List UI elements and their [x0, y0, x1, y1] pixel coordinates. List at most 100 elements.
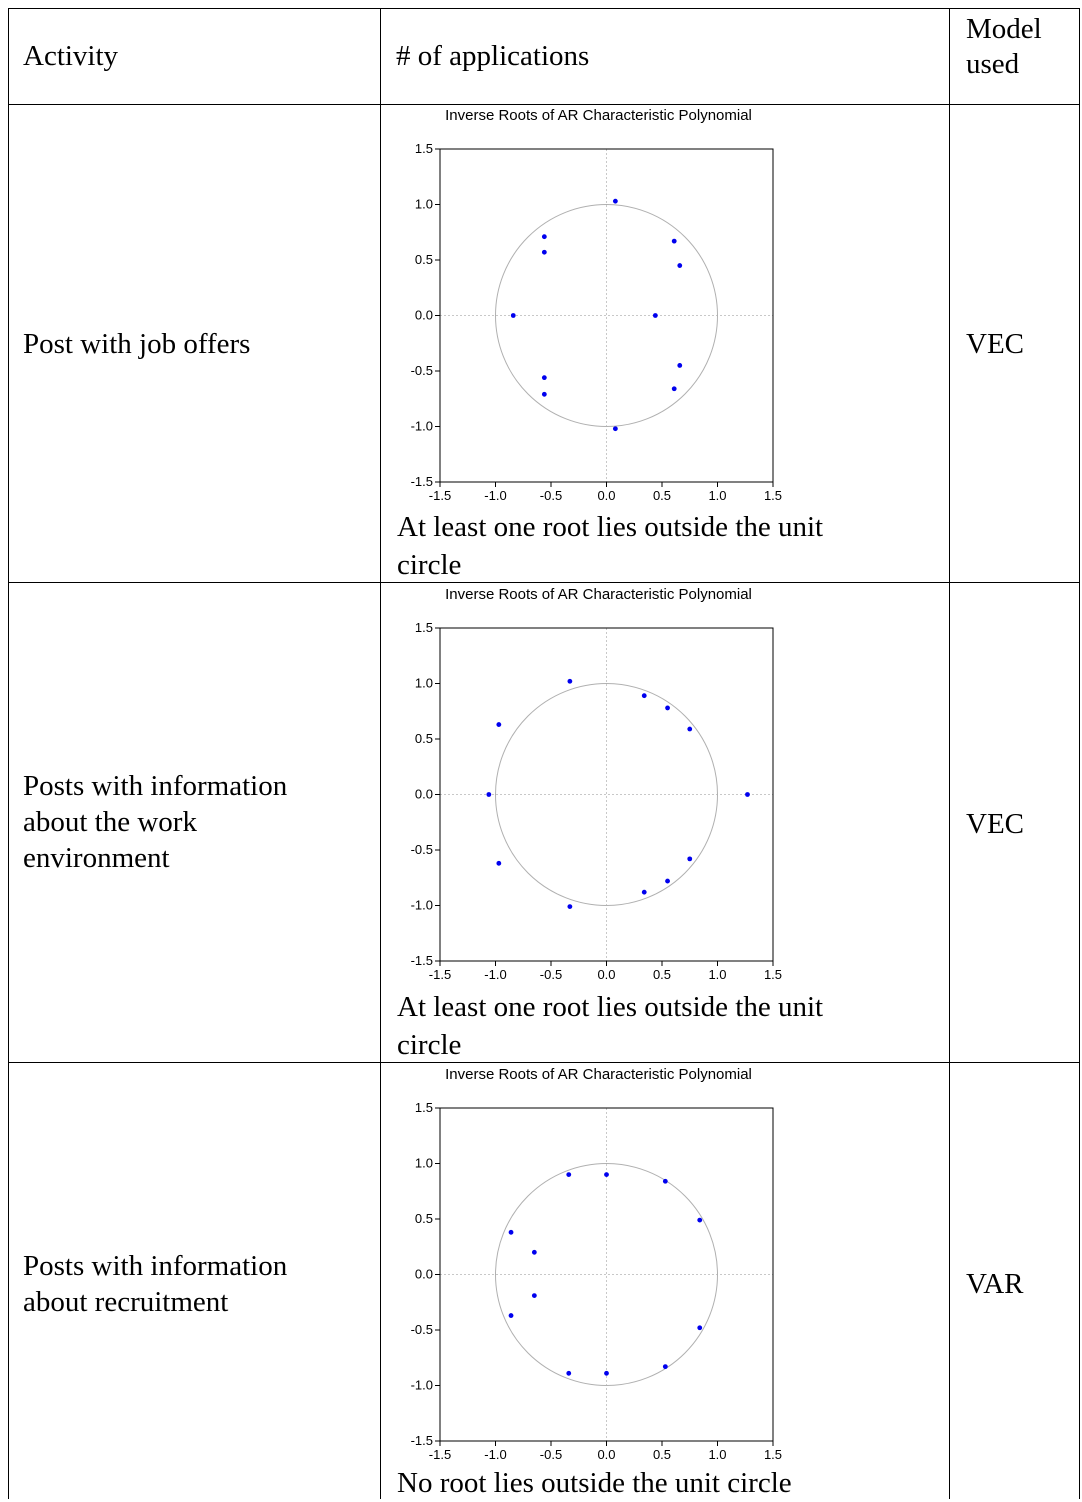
y-tick-label: -1.0: [411, 898, 433, 913]
root-point: [541, 375, 547, 381]
row2-caption: At least one root lies outside the unit …: [397, 988, 937, 1064]
row1-caption-line1: At least one root lies outside the unit: [397, 511, 824, 543]
root-point: [496, 722, 502, 727]
root-point: [541, 249, 547, 255]
x-tick-label: 0.0: [597, 488, 615, 503]
x-tick-label: 1.5: [764, 488, 782, 503]
unit-circle: [495, 1163, 718, 1386]
x-tick-label: -1.5: [429, 488, 451, 503]
y-tick-label: 1.0: [415, 1156, 433, 1171]
root-point: [662, 1364, 668, 1370]
x-tick-label: -0.5: [540, 1447, 562, 1462]
y-tick-label: 0.0: [415, 1267, 433, 1282]
row1-activity-line: Post with job offers: [23, 328, 251, 360]
root-point: [687, 726, 693, 732]
row2-activity: Posts with information about the work en…: [23, 768, 368, 876]
root-point: [508, 1313, 514, 1318]
y-tick-label: 0.0: [415, 787, 433, 802]
x-tick-label: 1.0: [708, 1447, 726, 1462]
root-point: [612, 426, 618, 432]
root-point: [697, 1217, 703, 1223]
x-tick-label: -1.0: [484, 967, 506, 982]
root-point: [641, 889, 647, 895]
row1-caption-line2: circle: [397, 549, 462, 581]
y-tick-label: 1.5: [415, 141, 433, 156]
y-tick-label: 1.0: [415, 676, 433, 691]
y-tick-label: -1.0: [411, 1378, 433, 1393]
root-point: [665, 878, 670, 884]
row3-activity: Posts with information about recruitment: [23, 1248, 368, 1320]
root-point: [486, 792, 492, 797]
x-tick-label: -0.5: [540, 488, 562, 503]
chart-title: Inverse Roots of AR Characteristic Polyn…: [445, 1066, 752, 1083]
row2-model: VEC: [966, 808, 1024, 840]
y-tick-label: -0.5: [411, 842, 433, 857]
root-point: [566, 1172, 572, 1177]
root-point: [677, 263, 683, 268]
root-point: [652, 313, 658, 318]
x-tick-label: 0.0: [597, 1447, 615, 1462]
row2-activity-line1: Posts with information: [23, 770, 288, 802]
row2-bottom-border: [8, 1062, 1080, 1063]
x-tick-label: -1.5: [429, 967, 451, 982]
y-tick-label: 1.5: [415, 1100, 433, 1115]
root-point: [677, 363, 683, 368]
root-point: [567, 678, 573, 684]
root-point: [697, 1325, 703, 1331]
x-tick-label: 1.0: [708, 967, 726, 982]
y-tick-label: 1.0: [415, 197, 433, 212]
table-left-border: [8, 8, 9, 1499]
row3-activity-line1: Posts with information: [23, 1250, 288, 1282]
y-tick-label: -0.5: [411, 1322, 433, 1337]
x-tick-label: 1.5: [764, 967, 782, 982]
x-tick-label: 1.5: [764, 1447, 782, 1462]
row1-model: VEC: [966, 328, 1024, 360]
root-point: [612, 198, 618, 204]
y-tick-label: -1.5: [411, 1433, 433, 1448]
y-tick-label: -0.5: [411, 363, 433, 378]
y-tick-label: -1.5: [411, 474, 433, 489]
root-point: [566, 1370, 572, 1376]
header-model-line2: used: [966, 48, 1020, 80]
row3-caption-line1: No root lies outside the unit circle: [397, 1467, 792, 1499]
root-point: [604, 1172, 609, 1177]
root-point: [531, 1293, 537, 1298]
row1-caption: At least one root lies outside the unit …: [397, 508, 937, 584]
x-tick-label: -0.5: [540, 967, 562, 982]
x-tick-label: -1.0: [484, 1447, 506, 1462]
row2-activity-line2: about the work: [23, 806, 197, 838]
x-tick-label: 0.5: [653, 488, 671, 503]
root-point: [541, 234, 547, 240]
root-point: [687, 856, 693, 862]
root-point: [745, 792, 750, 797]
root-point: [510, 313, 516, 318]
col-divider-2: [949, 8, 950, 1499]
row2-caption-line1: At least one root lies outside the unit: [397, 991, 824, 1023]
row1-root-chart: Inverse Roots of AR Characteristic Polyn…: [411, 107, 782, 503]
y-tick-label: 1.5: [415, 620, 433, 635]
row2-activity-line3: environment: [23, 842, 170, 874]
root-point: [541, 391, 547, 397]
col-divider-1: [380, 8, 381, 1499]
row3-activity-line2: about recruitment: [23, 1286, 229, 1318]
x-tick-label: -1.0: [484, 488, 506, 503]
y-tick-label: 0.0: [415, 308, 433, 323]
root-point: [531, 1249, 537, 1255]
table-right-border: [1079, 8, 1080, 1499]
row3-caption: No root lies outside the unit circle: [397, 1464, 937, 1502]
root-point: [671, 238, 677, 244]
x-tick-label: 0.5: [653, 1447, 671, 1462]
chart-title: Inverse Roots of AR Characteristic Polyn…: [445, 107, 752, 124]
y-tick-label: 0.5: [415, 1211, 433, 1226]
header-applications: # of applications: [396, 40, 590, 72]
row2-caption-line2: circle: [397, 1029, 462, 1061]
x-tick-label: 0.0: [597, 967, 615, 982]
y-tick-label: 0.5: [415, 252, 433, 267]
root-point: [662, 1178, 668, 1184]
header-bottom-border: [8, 104, 1080, 105]
chart-title: Inverse Roots of AR Characteristic Polyn…: [445, 586, 752, 603]
header-model-line1: Model: [966, 13, 1042, 45]
y-tick-label: -1.5: [411, 953, 433, 968]
root-point: [508, 1229, 514, 1235]
row1-activity: Post with job offers: [23, 326, 368, 362]
